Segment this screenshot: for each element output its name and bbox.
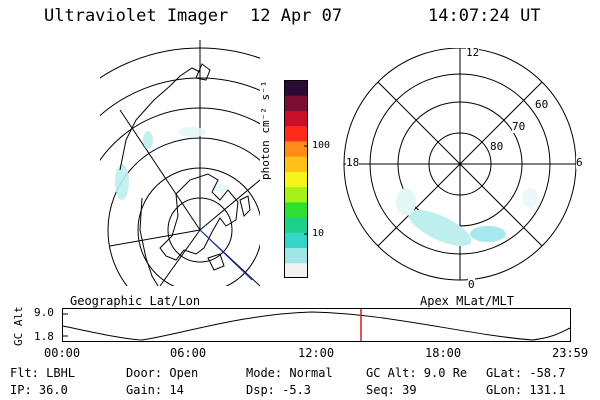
mlat-label-60: 60 (535, 98, 549, 111)
geographic-map (100, 40, 260, 286)
altitude-curve (62, 311, 571, 341)
meridian (109, 229, 201, 247)
right-panel-caption: Apex MLat/MLT (420, 294, 514, 308)
colorbar-cell (284, 171, 308, 188)
colorbar-unit-label: photon cm⁻² s⁻¹ (259, 80, 272, 180)
colorbar-tick-label: 10 (312, 228, 325, 239)
gain-info: Gain: 14 (126, 383, 184, 397)
meridian (199, 179, 260, 231)
ip-info: IP: 36.0 (10, 383, 68, 397)
colorbar-cell (284, 95, 308, 111)
aurora-patch (212, 184, 228, 192)
altitude-plot (62, 308, 571, 342)
gc-alt-info: GC Alt: 9.0 Re (366, 366, 468, 380)
colorbar-tick-label: 100 (312, 140, 331, 151)
observation-date: 12 Apr 07 (250, 6, 343, 26)
aurora-patch (143, 131, 153, 149)
mlt-label-0: 0 (468, 278, 475, 291)
colorbar-cell (284, 262, 308, 278)
glon-info: GLon: 131.1 (486, 383, 566, 397)
glat-info: GLat: -58.7 (486, 366, 566, 380)
altitude-tick-low: 1.8 (34, 330, 54, 343)
altitude-plot-frame (62, 308, 571, 342)
instrument-title: Ultraviolet Imager (44, 6, 229, 26)
time-tick-2359: 23:59 (552, 346, 589, 360)
mlat-label-70: 70 (512, 120, 526, 133)
aurora-patch (470, 226, 506, 242)
observation-time: 14:07:24 UT (428, 6, 541, 26)
mlt-label-6: 6 (576, 156, 583, 169)
time-tick-0000: 00:00 (44, 346, 81, 360)
time-tick-1200: 12:00 (298, 346, 335, 360)
colorbar (284, 80, 308, 278)
time-tick-1800: 18:00 (425, 346, 462, 360)
colorbar-cell (284, 217, 308, 233)
colorbar-cell (284, 247, 308, 264)
meridian (159, 229, 201, 286)
colorbar-cell (284, 232, 308, 249)
coastline (119, 67, 201, 171)
coastline (207, 253, 225, 271)
altitude-tick-high: 9.0 (34, 306, 54, 319)
time-tick-0600: 06:00 (170, 346, 207, 360)
altitude-axis-title: GC Alt (12, 306, 25, 346)
mlt-label-18: 18 (346, 156, 360, 169)
aurora-patch (522, 188, 538, 208)
colorbar-cell (284, 156, 308, 172)
polar-axis (377, 81, 543, 247)
meridian (119, 109, 201, 231)
coastline (239, 195, 251, 217)
coastline (159, 173, 239, 261)
aurora-patch (408, 209, 472, 247)
filter-info: Flt: LBHL (10, 366, 76, 380)
dsp-info: Dsp: -5.3 (246, 383, 312, 397)
colorbar-cell (284, 201, 308, 218)
colorbar-cell (284, 110, 308, 127)
coastline (195, 63, 211, 81)
aurora-oval (396, 188, 538, 247)
colorbar-cell (284, 125, 308, 142)
mlat-label-80: 80 (490, 140, 504, 153)
mode-info: Mode: Normal (246, 366, 333, 380)
aurora-patch (396, 188, 416, 216)
colorbar-cell (284, 140, 308, 157)
mlt-label-12: 12 (466, 46, 480, 59)
coastline (139, 197, 159, 286)
seq-info: Seq: 39 (366, 383, 417, 397)
colorbar-cell (284, 80, 308, 96)
satellite-track (199, 229, 253, 281)
aurora-patch (178, 127, 206, 137)
colorbar-cell (284, 186, 308, 203)
polar-plot (343, 48, 577, 281)
aurora-patch (115, 164, 129, 200)
colorbar-border (284, 80, 308, 278)
left-panel-caption: Geographic Lat/Lon (70, 294, 201, 308)
door-info: Door: Open (126, 366, 199, 380)
